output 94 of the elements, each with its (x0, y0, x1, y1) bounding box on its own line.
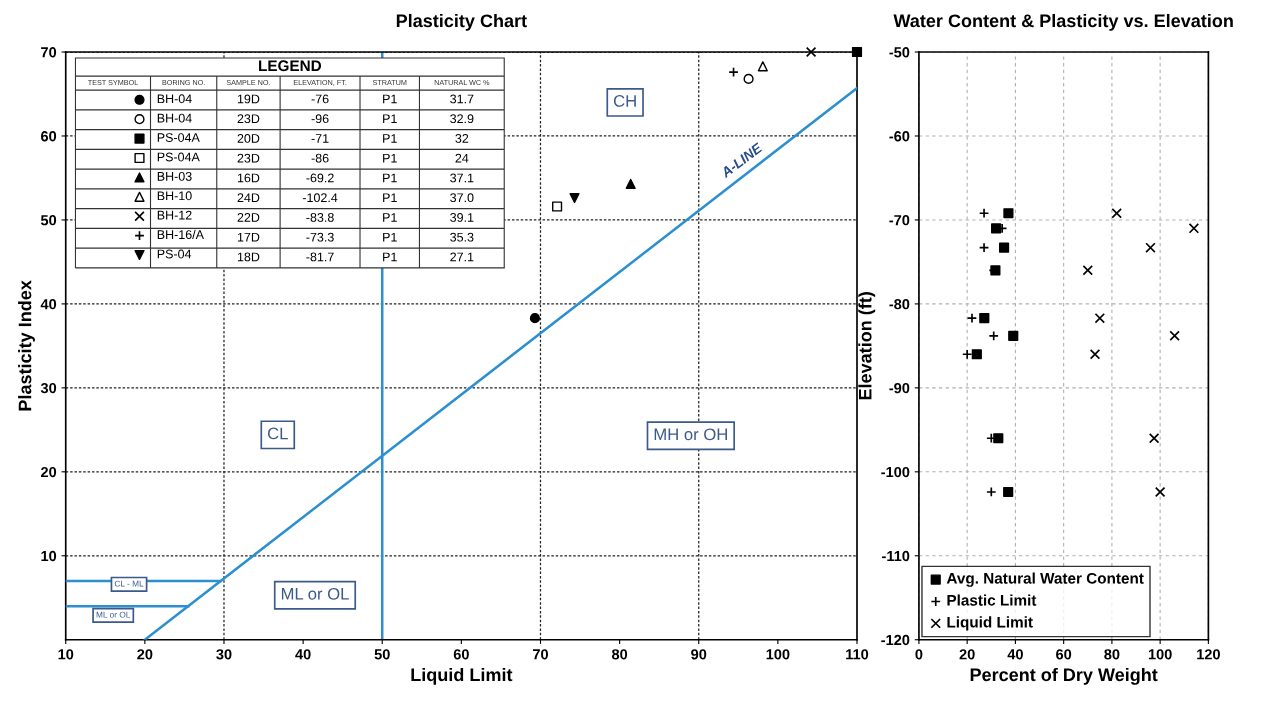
legend-label: PS-04A (157, 152, 200, 162)
chart-title: Water Content & Plasticity vs. Elevation (893, 13, 1233, 31)
annotation: ML or OL (281, 587, 349, 600)
annotation: -81.7 (306, 252, 334, 262)
chart-title: Plasticity Chart (396, 13, 527, 31)
x-tick-label: 100 (1148, 649, 1172, 660)
legend-label: BH-12 (157, 210, 192, 220)
annotation: 37.1 (450, 173, 474, 183)
x-tick-label: 0 (915, 649, 923, 660)
annotation: ML or OL (96, 611, 131, 618)
annotation: -76 (311, 94, 329, 104)
y-tick-label: -120 (881, 634, 910, 646)
annotation: 27.1 (450, 252, 474, 262)
annotation: MH or OH (654, 428, 727, 441)
annotation: 32 (455, 134, 469, 143)
annotation: P1 (383, 153, 397, 163)
x-tick-label: 90 (691, 649, 707, 660)
y-tick-label: 20 (40, 466, 57, 478)
y-tick-label: -110 (882, 550, 910, 562)
annotation: 39.1 (450, 213, 474, 222)
y-axis-title: Plasticity Index (18, 280, 35, 411)
legend-label: PS-04 (157, 249, 192, 259)
annotation: P1 (383, 114, 397, 123)
x-tick-label: 120 (1197, 649, 1220, 660)
x-tick-label: 30 (216, 649, 232, 660)
annotation: P1 (383, 134, 397, 143)
x-tick-label: 70 (533, 649, 548, 660)
y-tick-label: 50 (40, 215, 57, 226)
x-tick-label: 60 (1056, 649, 1072, 660)
annotation: -96 (311, 114, 329, 124)
y-axis-title: Elevation (ft) (858, 292, 876, 400)
annotation: 16D (237, 173, 260, 183)
x-tick-label: 40 (1007, 649, 1023, 660)
x-tick-label: 110 (846, 649, 869, 660)
annotation: P1 (383, 173, 397, 183)
y-tick-label: 40 (40, 299, 57, 310)
legend-label: Plastic Limit (947, 594, 1037, 606)
annotation: 24 (455, 153, 469, 163)
annotation: -71 (311, 134, 329, 143)
y-tick-label: 10 (41, 550, 57, 562)
x-tick-label: 80 (611, 649, 628, 660)
annotation: -73.3 (306, 232, 334, 242)
annotation: 23D (237, 153, 260, 163)
y-tick-label: 60 (41, 131, 57, 142)
annotation: -69.2 (306, 173, 334, 183)
annotation: CL - ML (114, 580, 144, 587)
legend-title: LEGEND (259, 60, 322, 72)
annotation: P1 (383, 232, 397, 242)
y-tick-label: -80 (889, 299, 910, 310)
x-tick-label: 10 (58, 649, 74, 660)
legend-label: Avg. Natural Water Content (946, 572, 1144, 587)
annotation: 18D (237, 252, 260, 262)
x-axis-title: Liquid Limit (411, 667, 513, 685)
y-tick-label: 70 (41, 47, 57, 58)
annotation: 37.0 (450, 193, 474, 203)
annotation: -83.8 (306, 213, 334, 222)
annotation: -102.4 (302, 193, 338, 203)
annotation: -86 (311, 153, 329, 163)
y-tick-label: 30 (40, 382, 57, 394)
x-tick-label: 40 (295, 649, 311, 660)
x-tick-label: 100 (766, 649, 790, 660)
y-tick-label: -50 (889, 47, 910, 58)
legend-label: BH-03 (157, 171, 192, 181)
legend-label: PS-04A (157, 133, 200, 142)
legend-label: BH-10 (157, 191, 192, 201)
annotation: 24D (237, 193, 260, 202)
x-tick-label: 80 (1104, 649, 1120, 660)
annotation: 35.3 (450, 232, 474, 242)
x-axis-title: Percent of Dry Weight (970, 667, 1158, 685)
x-tick-label: 60 (453, 649, 469, 660)
x-tick-label: 20 (137, 649, 153, 660)
legend-label: BH-16/A (157, 229, 204, 239)
y-tick-label: -100 (881, 466, 910, 478)
annotation: 19D (237, 94, 260, 104)
annotation: CH (613, 95, 636, 107)
x-tick-label: 20 (959, 649, 975, 660)
annotation: P1 (383, 213, 397, 222)
annotation: P1 (383, 193, 397, 202)
annotation: 22D (237, 213, 260, 222)
legend-label: Liquid Limit (947, 616, 1033, 631)
legend-label: BH-04 (157, 113, 192, 123)
annotation: P1 (383, 94, 397, 104)
annotation: CL (267, 427, 288, 440)
annotation: 31.7 (450, 94, 474, 104)
annotation: 17D (237, 232, 260, 242)
annotation: P1 (383, 252, 397, 262)
x-tick-label: 50 (374, 649, 390, 660)
y-tick-label: -70 (889, 215, 910, 226)
y-tick-label: -60 (889, 131, 910, 142)
annotation: 20D (237, 134, 260, 143)
legend-label: BH-04 (157, 94, 192, 104)
annotation: 32.9 (450, 114, 474, 124)
y-tick-label: -90 (889, 382, 910, 394)
annotation: 23D (237, 114, 260, 124)
